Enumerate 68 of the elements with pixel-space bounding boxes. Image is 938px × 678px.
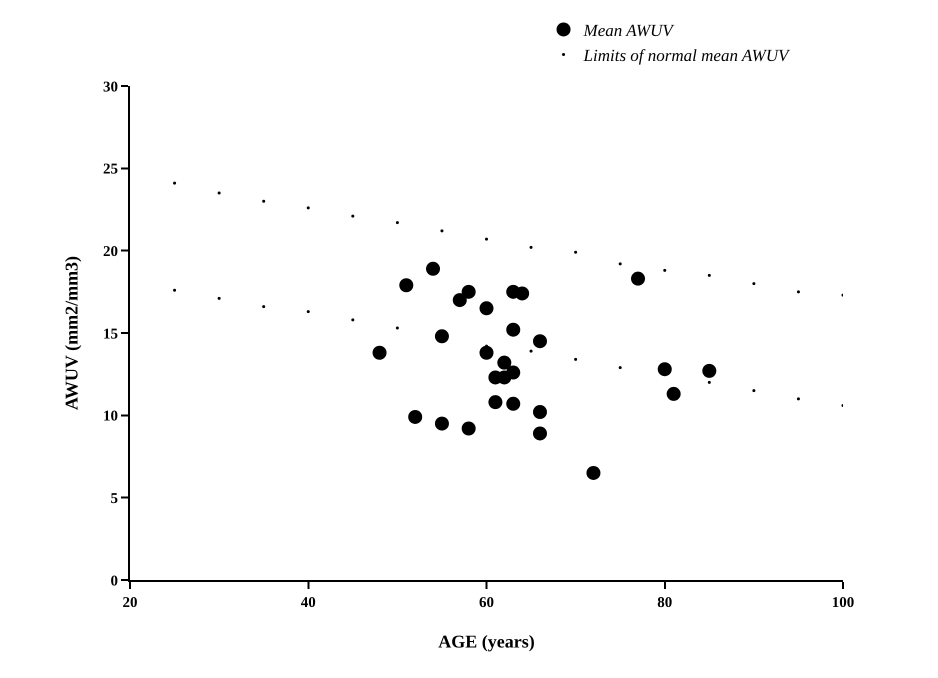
point xyxy=(218,296,221,300)
point xyxy=(434,416,449,431)
point xyxy=(666,386,681,401)
point xyxy=(262,200,266,203)
point xyxy=(631,272,646,286)
point xyxy=(796,397,800,400)
point xyxy=(618,262,622,266)
point xyxy=(396,221,399,224)
point xyxy=(532,405,547,420)
y-tick-label: 25 xyxy=(103,162,118,178)
point xyxy=(708,274,711,277)
point xyxy=(218,192,221,195)
point xyxy=(530,350,533,353)
x-tick-label: 40 xyxy=(300,595,316,611)
point xyxy=(488,395,502,410)
point xyxy=(462,422,476,436)
y-tick-label: 0 xyxy=(110,573,118,590)
point xyxy=(796,290,800,294)
point xyxy=(506,396,520,411)
point xyxy=(574,358,578,361)
point xyxy=(506,366,520,380)
point xyxy=(372,346,387,360)
point xyxy=(752,389,756,392)
point xyxy=(351,214,354,218)
point xyxy=(532,426,547,440)
point xyxy=(752,282,756,286)
point xyxy=(708,380,711,384)
point xyxy=(506,322,520,337)
point xyxy=(497,356,512,370)
y-axis-title: AWUV (mm2/mm3) xyxy=(62,256,82,410)
y-tick-label: 20 xyxy=(103,244,118,260)
point xyxy=(408,410,422,424)
point xyxy=(462,284,476,299)
point xyxy=(173,182,176,185)
x-tick-label: 60 xyxy=(479,595,494,611)
point xyxy=(515,286,530,300)
x-axis-title: AGE (years) xyxy=(438,632,535,652)
point xyxy=(396,326,399,330)
point xyxy=(399,278,414,292)
x-tick-label: 80 xyxy=(657,595,672,611)
point xyxy=(658,362,672,376)
point xyxy=(306,310,310,314)
point xyxy=(618,366,622,370)
point xyxy=(173,288,176,292)
point xyxy=(426,262,440,276)
point xyxy=(434,329,449,344)
y-tick-label: 5 xyxy=(110,490,118,507)
legend-label: Limits of normal mean AWUV xyxy=(582,46,792,66)
point xyxy=(440,229,444,232)
x-tick-label: 100 xyxy=(832,595,854,611)
point xyxy=(532,334,547,348)
point xyxy=(351,318,354,322)
point xyxy=(574,250,578,254)
x-tick-label: 20 xyxy=(122,595,138,611)
point xyxy=(663,268,666,272)
y-tick-label: 15 xyxy=(103,326,118,342)
point xyxy=(452,293,467,308)
y-tick-label: 10 xyxy=(103,408,118,425)
point xyxy=(480,301,494,316)
legend-label: Mean AWUV xyxy=(582,21,676,40)
point xyxy=(262,305,266,308)
y-tick-label: 30 xyxy=(103,79,118,96)
point xyxy=(586,466,600,480)
point xyxy=(702,364,716,378)
point xyxy=(480,346,494,360)
point xyxy=(306,206,310,210)
point xyxy=(485,238,488,241)
point xyxy=(530,246,533,249)
